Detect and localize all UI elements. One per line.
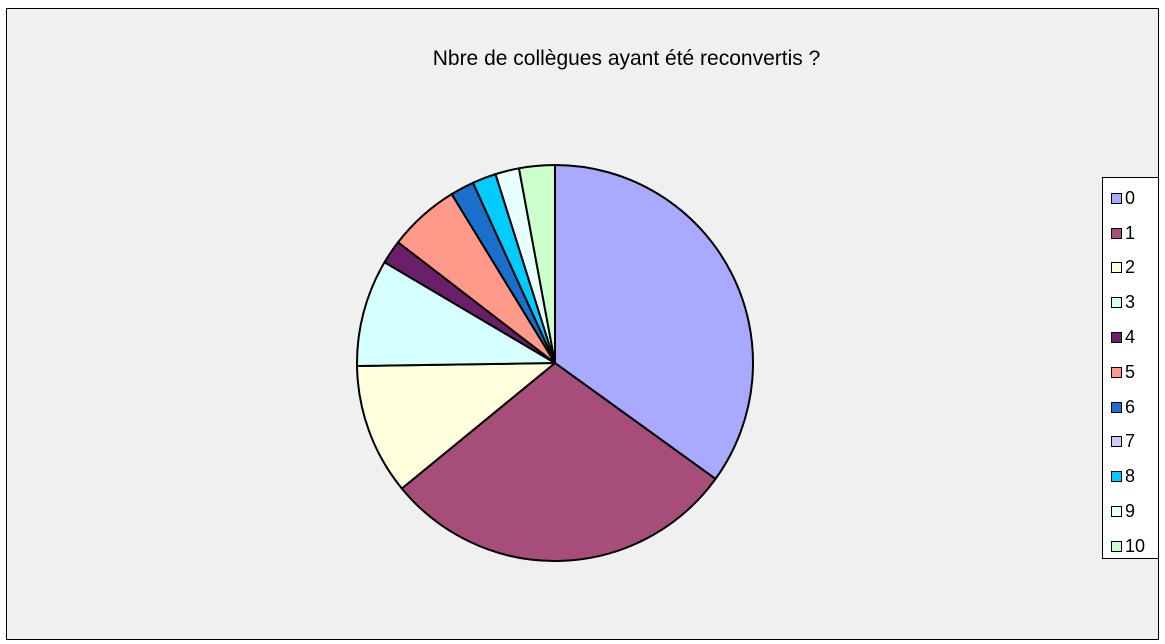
legend-item-5: 5 <box>1103 355 1158 390</box>
legend-item-9: 9 <box>1103 494 1158 529</box>
legend-swatch <box>1111 366 1122 378</box>
legend-label: 9 <box>1125 501 1136 522</box>
legend-swatch <box>1111 401 1122 413</box>
legend-item-8: 8 <box>1103 459 1158 494</box>
pie-slice-0 <box>554 164 754 480</box>
legend-swatch <box>1111 471 1122 483</box>
legend-item-0: 0 <box>1103 181 1158 216</box>
pie-slice-2 <box>356 362 556 490</box>
legend-label: 7 <box>1125 431 1136 452</box>
legend-label: 6 <box>1125 396 1136 417</box>
legend-swatch <box>1111 297 1122 309</box>
legend-label: 3 <box>1125 292 1136 313</box>
legend-swatch <box>1111 332 1122 344</box>
legend-swatch <box>1111 192 1122 204</box>
pie-slice-1 <box>400 362 717 562</box>
legend-swatch <box>1111 540 1122 552</box>
legend-label: 5 <box>1125 361 1136 382</box>
legend-item-2: 2 <box>1103 251 1158 286</box>
legend-item-7: 7 <box>1103 425 1158 460</box>
pie-slice-3 <box>356 261 556 368</box>
legend-item-10: 10 <box>1103 529 1158 564</box>
legend-label: 2 <box>1125 257 1136 278</box>
legend-item-4: 4 <box>1103 320 1158 355</box>
legend-label: 0 <box>1125 187 1136 208</box>
legend-item-6: 6 <box>1103 390 1158 425</box>
legend-swatch <box>1111 436 1122 448</box>
chart-area: Nbre de collègues ayant été reconvertis … <box>6 8 1159 640</box>
legend-label: 8 <box>1125 466 1136 487</box>
legend-label: 1 <box>1125 222 1136 243</box>
legend-label: 10 <box>1125 535 1146 556</box>
chart-title: Nbre de collègues ayant été reconvertis … <box>432 47 821 70</box>
legend-swatch <box>1111 227 1122 239</box>
pie-slice-10 <box>517 164 556 364</box>
legend-item-1: 1 <box>1103 216 1158 251</box>
legend-item-3: 3 <box>1103 285 1158 320</box>
legend-swatch <box>1111 506 1122 518</box>
legend-swatch <box>1111 262 1122 274</box>
legend-label: 4 <box>1125 327 1136 348</box>
legend: 0 1 2 3 4 5 6 7 8 9 10 <box>1102 177 1159 559</box>
pie-chart <box>356 164 754 562</box>
